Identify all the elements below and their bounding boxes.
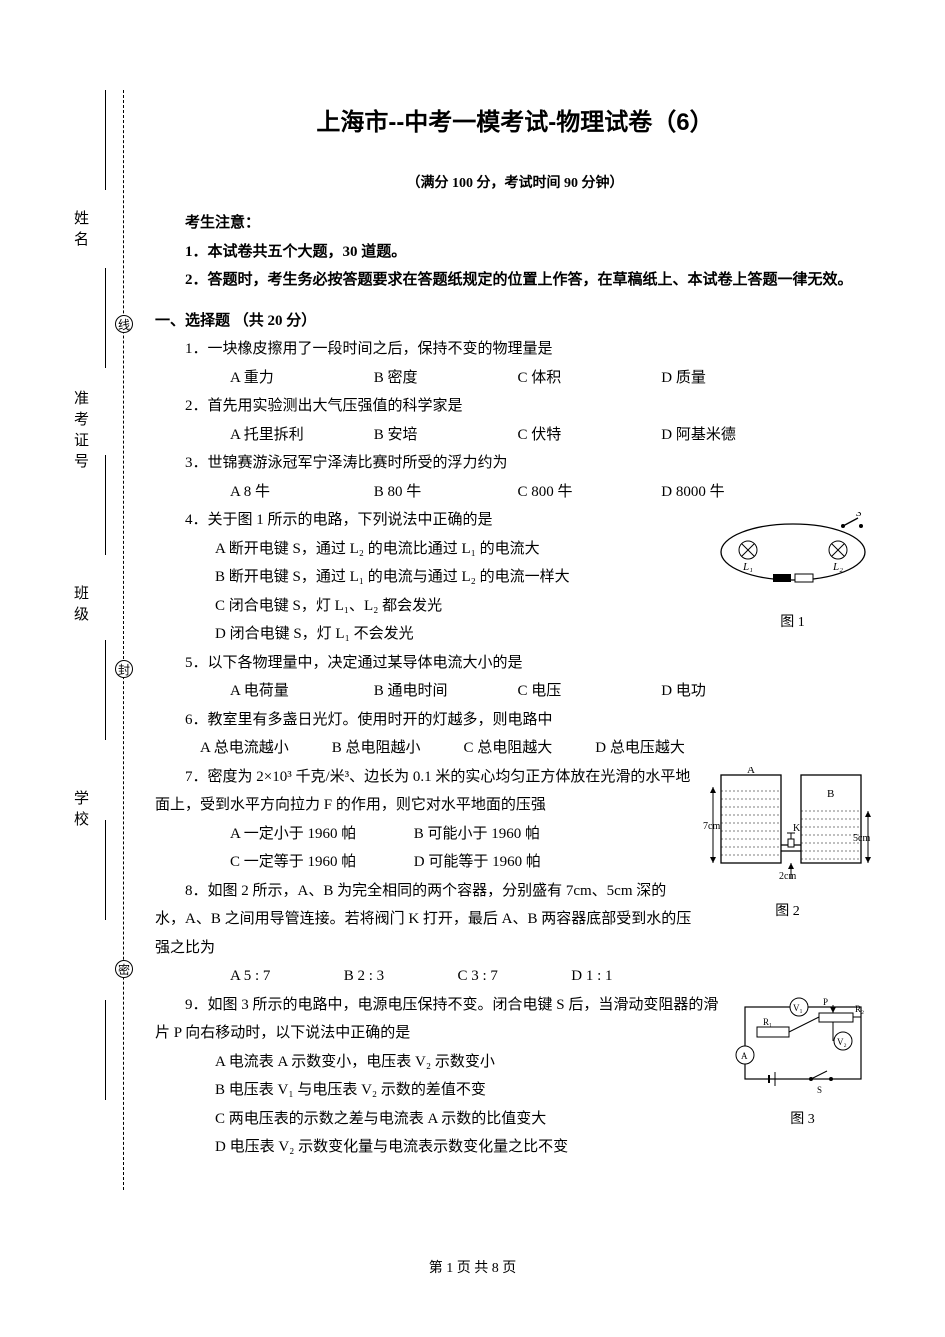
seal-line: 线 封 密 (123, 90, 124, 1190)
q6-options: A 总电流越小 B 总电阻越小 C 总电阻越大 D 总电压越大 (155, 734, 875, 763)
figure-2: A B K 7cm 5cm 2cm 图 2 (700, 767, 875, 926)
q3-options: A 8 牛 B 80 牛 C 800 牛 D 8000 牛 (155, 478, 875, 507)
svg-text:P: P (823, 997, 828, 1007)
svg-text:2cm: 2cm (779, 871, 796, 882)
figure-1: L₁ L₂ S 图 1 (710, 512, 875, 636)
svg-text:B: B (827, 788, 834, 800)
q7-a: A 一定小于 1960 帕 (230, 820, 410, 849)
margin-line (105, 1000, 106, 1100)
svg-text:R₂: R₂ (855, 1004, 864, 1014)
q3-d: D 8000 牛 (661, 478, 801, 507)
q6-d: D 总电压越大 (595, 734, 723, 763)
svg-text:S: S (817, 1085, 822, 1095)
q1-options: A 重力 B 密度 C 体积 D 质量 (155, 364, 875, 393)
q2-a: A 托里拆利 (230, 421, 370, 450)
vessel-icon: A B K 7cm 5cm 2cm (703, 767, 873, 887)
q3-b: B 80 牛 (374, 478, 514, 507)
svg-text:S: S (856, 512, 862, 519)
q5-stem: 5．以下各物理量中，决定通过某导体电流大小的是 (155, 649, 875, 678)
q7-c: C 一定等于 1960 帕 (230, 848, 410, 877)
fig1-caption: 图 1 (710, 610, 875, 637)
section-1-head: 一、选择题 （共 20 分） (155, 307, 875, 336)
svg-text:L₁: L₁ (742, 561, 753, 573)
q8-c: C 3 : 7 (458, 962, 568, 991)
margin-label-school: 学校 (70, 790, 91, 832)
svg-text:L₂: L₂ (832, 561, 843, 573)
q6-c: C 总电阻越大 (464, 734, 592, 763)
figure-3: R₁ P R₂ V₁ V₂ A S 图 3 (730, 995, 875, 1134)
q8-b: B 2 : 3 (344, 962, 454, 991)
q2-options: A 托里拆利 B 安培 C 伏特 D 阿基米德 (155, 421, 875, 450)
q6-stem: 6．教室里有多盏日光灯。使用时开的灯越多，则电路中 (155, 706, 875, 735)
svg-text:A: A (741, 1051, 748, 1061)
seal-char: 线 (115, 315, 133, 333)
q1-a: A 重力 (230, 364, 370, 393)
circuit-icon: R₁ P R₂ V₁ V₂ A S (733, 995, 873, 1095)
q9-d: D 电压表 V₂ 示数变化量与电流表示数变化量之比不变 (155, 1133, 875, 1162)
fig3-caption: 图 3 (730, 1107, 875, 1134)
q2-c: C 伏特 (518, 421, 658, 450)
notice-head: 考生注意： (155, 209, 875, 238)
q3-c: C 800 牛 (518, 478, 658, 507)
svg-text:7cm: 7cm (703, 821, 720, 832)
exam-subtitle: （满分 100 分，考试时间 90 分钟） (155, 171, 875, 198)
svg-text:V₂: V₂ (837, 1037, 847, 1047)
q6-b: B 总电阻越小 (332, 734, 460, 763)
notice-2: 2．答题时，考生务必按答题要求在答题纸规定的位置上作答，在草稿纸上、本试卷上答题… (155, 266, 875, 295)
margin-label-id: 准考证号 (70, 390, 91, 474)
q5-a: A 电荷量 (230, 677, 370, 706)
fig2-caption: 图 2 (700, 899, 875, 926)
q2-b: B 安培 (374, 421, 514, 450)
q8-options: A 5 : 7 B 2 : 3 C 3 : 7 D 1 : 1 (155, 962, 875, 991)
svg-text:R₁: R₁ (763, 1017, 772, 1027)
q6-a: A 总电流越小 (200, 734, 328, 763)
notice-1: 1．本试卷共五个大题，30 道题。 (155, 238, 875, 267)
q1-c: C 体积 (518, 364, 658, 393)
q3-a: A 8 牛 (230, 478, 370, 507)
q2-stem: 2．首先用实验测出大气压强值的科学家是 (155, 392, 875, 421)
seal-char: 封 (115, 660, 133, 678)
q1-d: D 质量 (661, 364, 801, 393)
seal-char: 密 (115, 960, 133, 978)
margin-line (105, 90, 106, 190)
q8-a: A 5 : 7 (230, 962, 340, 991)
q3-stem: 3．世锦赛游泳冠军宁泽涛比赛时所受的浮力约为 (155, 449, 875, 478)
q5-b: B 通电时间 (374, 677, 514, 706)
q2-d: D 阿基米德 (661, 421, 801, 450)
margin-line (105, 640, 106, 740)
q1-stem: 1．一块橡皮擦用了一段时间之后，保持不变的物理量是 (155, 335, 875, 364)
circuit-icon: L₁ L₂ S (713, 512, 873, 597)
q7-d: D 可能等于 1960 帕 (414, 848, 594, 877)
margin-label-name: 姓名 (70, 210, 91, 252)
margin-label-class: 班级 (70, 585, 91, 627)
q5-d: D 电功 (661, 677, 801, 706)
svg-text:5cm: 5cm (853, 833, 870, 844)
svg-text:V₁: V₁ (793, 1003, 803, 1013)
margin-line (105, 820, 106, 920)
page-content: 上海市--中考一模考试-物理试卷（6） （满分 100 分，考试时间 90 分钟… (155, 100, 875, 1162)
q7-b: B 可能小于 1960 帕 (414, 820, 594, 849)
q8-d: D 1 : 1 (571, 962, 681, 991)
margin-line (105, 455, 106, 555)
q5-c: C 电压 (518, 677, 658, 706)
margin-line (105, 268, 106, 368)
svg-text:K: K (793, 823, 801, 834)
page-footer: 第 1 页 共 8 页 (0, 1257, 945, 1277)
svg-text:A: A (747, 767, 755, 776)
q5-options: A 电荷量 B 通电时间 C 电压 D 电功 (155, 677, 875, 706)
exam-title: 上海市--中考一模考试-物理试卷（6） (155, 100, 875, 146)
q1-b: B 密度 (374, 364, 514, 393)
binding-margin: 姓名 准考证号 班级 学校 (55, 90, 115, 1190)
